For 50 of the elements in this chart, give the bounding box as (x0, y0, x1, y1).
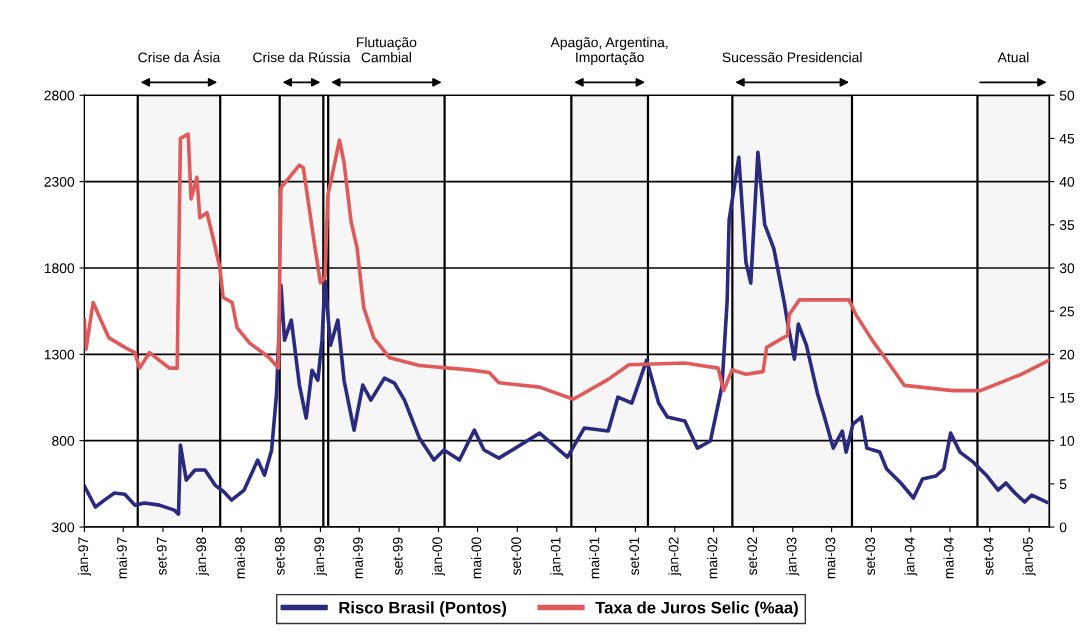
x-tick-label: mai-02 (707, 537, 718, 579)
y2-tick-label: 0 (1059, 522, 1067, 533)
x-tick-label: jan-02 (668, 537, 682, 576)
legend-label: Risco Brasil (Pontos) (339, 601, 507, 617)
x-tick-label: mai-01 (589, 537, 600, 579)
band-label: Flutuação Cambial (357, 37, 417, 63)
y2-tick-label: 25 (1059, 306, 1075, 317)
band-label: Crise da Ásia (138, 50, 221, 63)
x-tick-label: set-97 (156, 537, 167, 575)
x-tick-label: mai-97 (116, 537, 127, 579)
x-tick-label: set-02 (747, 537, 758, 575)
x-tick-label: mai-00 (471, 537, 482, 579)
x-tick-label: jan-03 (786, 537, 800, 576)
x-tick-label: mai-04 (943, 537, 954, 579)
x-tick-label: jan-97 (77, 537, 91, 576)
x-tick-label: jan-00 (431, 537, 445, 576)
band-label: Atual (997, 52, 1029, 63)
y2-tick-label: 35 (1059, 220, 1075, 230)
x-tick-label: set-99 (392, 537, 403, 575)
y2-tick-label: 40 (1059, 176, 1075, 187)
y2-tick-label: 45 (1059, 133, 1075, 144)
y2-tick-label: 10 (1060, 436, 1075, 446)
y-tick-label: 2300 (44, 176, 75, 187)
y-tick-label: 300 (52, 522, 75, 533)
x-tick-label: set-98 (274, 537, 285, 575)
x-tick-label: set-01 (629, 537, 640, 575)
y-tick-label: 800 (52, 436, 75, 446)
x-tick-label: jan-04 (904, 537, 918, 576)
y2-tick-label: 15 (1060, 392, 1075, 403)
x-tick-label: jan-05 (1022, 537, 1036, 576)
band-label: Crise da Rússia (253, 51, 351, 63)
y-tick-label: 1800 (44, 263, 75, 274)
y2-tick-label: 20 (1059, 349, 1075, 360)
legend-label: Taxa de Juros Selic (%aa) (595, 601, 798, 617)
x-tick-label: set-00 (511, 537, 522, 575)
band-label: Apagão, Argentina, Importação (550, 37, 668, 66)
x-tick-label: set-04 (983, 537, 994, 575)
x-tick-label: jan-99 (313, 537, 327, 576)
y-tick-label: 1300 (44, 349, 75, 360)
x-tick-label: jan-98 (195, 537, 209, 576)
band-label: Sucessão Presidencial (722, 52, 862, 63)
y-tick-label: 2800 (44, 90, 75, 101)
x-tick-label: mai-99 (352, 537, 363, 579)
x-tick-label: set-03 (865, 537, 876, 575)
x-tick-label: mai-03 (825, 537, 836, 579)
x-tick-label: mai-98 (234, 537, 245, 579)
x-tick-label: jan-01 (550, 537, 564, 576)
y2-tick-label: 30 (1059, 263, 1075, 274)
y2-tick-label: 50 (1059, 90, 1075, 101)
y2-tick-label: 5 (1059, 479, 1067, 490)
